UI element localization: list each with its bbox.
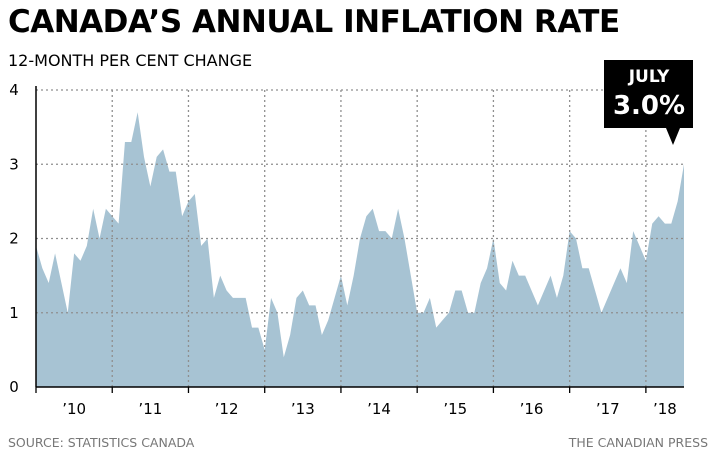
x-tick-label: ’16 (520, 400, 544, 418)
x-tick-label: ’12 (215, 400, 239, 418)
inflation-area (36, 112, 684, 388)
callout-box (604, 60, 693, 145)
callout-month: JULY (628, 67, 670, 87)
x-tick-label: ’18 (653, 400, 677, 418)
x-tick-label: ’10 (62, 400, 86, 418)
chart-title: CANADA’S ANNUAL INFLATION RATE (8, 4, 620, 40)
source-note: SOURCE: STATISTICS CANADA (8, 435, 195, 450)
x-tick-label: ’14 (367, 400, 391, 418)
latest-value-callout: JULY 3.0% (604, 60, 693, 145)
y-tick-label: 1 (9, 304, 19, 322)
y-tick-label: 4 (9, 81, 19, 99)
y-tick-label: 2 (9, 230, 19, 248)
chart-subtitle: 12-MONTH PER CENT CHANGE (8, 51, 253, 70)
x-tick-label: ’15 (443, 400, 467, 418)
y-tick-label: 0 (9, 378, 19, 396)
x-tick-label: ’13 (291, 400, 315, 418)
x-tick-label: ’11 (138, 400, 162, 418)
x-tick-label: ’17 (596, 400, 620, 418)
credit-note: THE CANADIAN PRESS (568, 435, 708, 450)
y-tick-label: 3 (9, 155, 19, 173)
callout-value: 3.0% (613, 91, 685, 121)
